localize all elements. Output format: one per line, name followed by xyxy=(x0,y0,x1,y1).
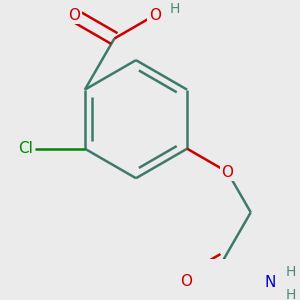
Text: O: O xyxy=(149,8,161,23)
Text: O: O xyxy=(68,8,80,23)
Text: O: O xyxy=(221,164,233,179)
Text: H: H xyxy=(285,288,296,300)
Text: H: H xyxy=(285,265,296,279)
Text: N: N xyxy=(265,275,276,290)
Text: Cl: Cl xyxy=(18,141,33,156)
Text: O: O xyxy=(180,274,192,289)
Text: H: H xyxy=(170,2,180,16)
